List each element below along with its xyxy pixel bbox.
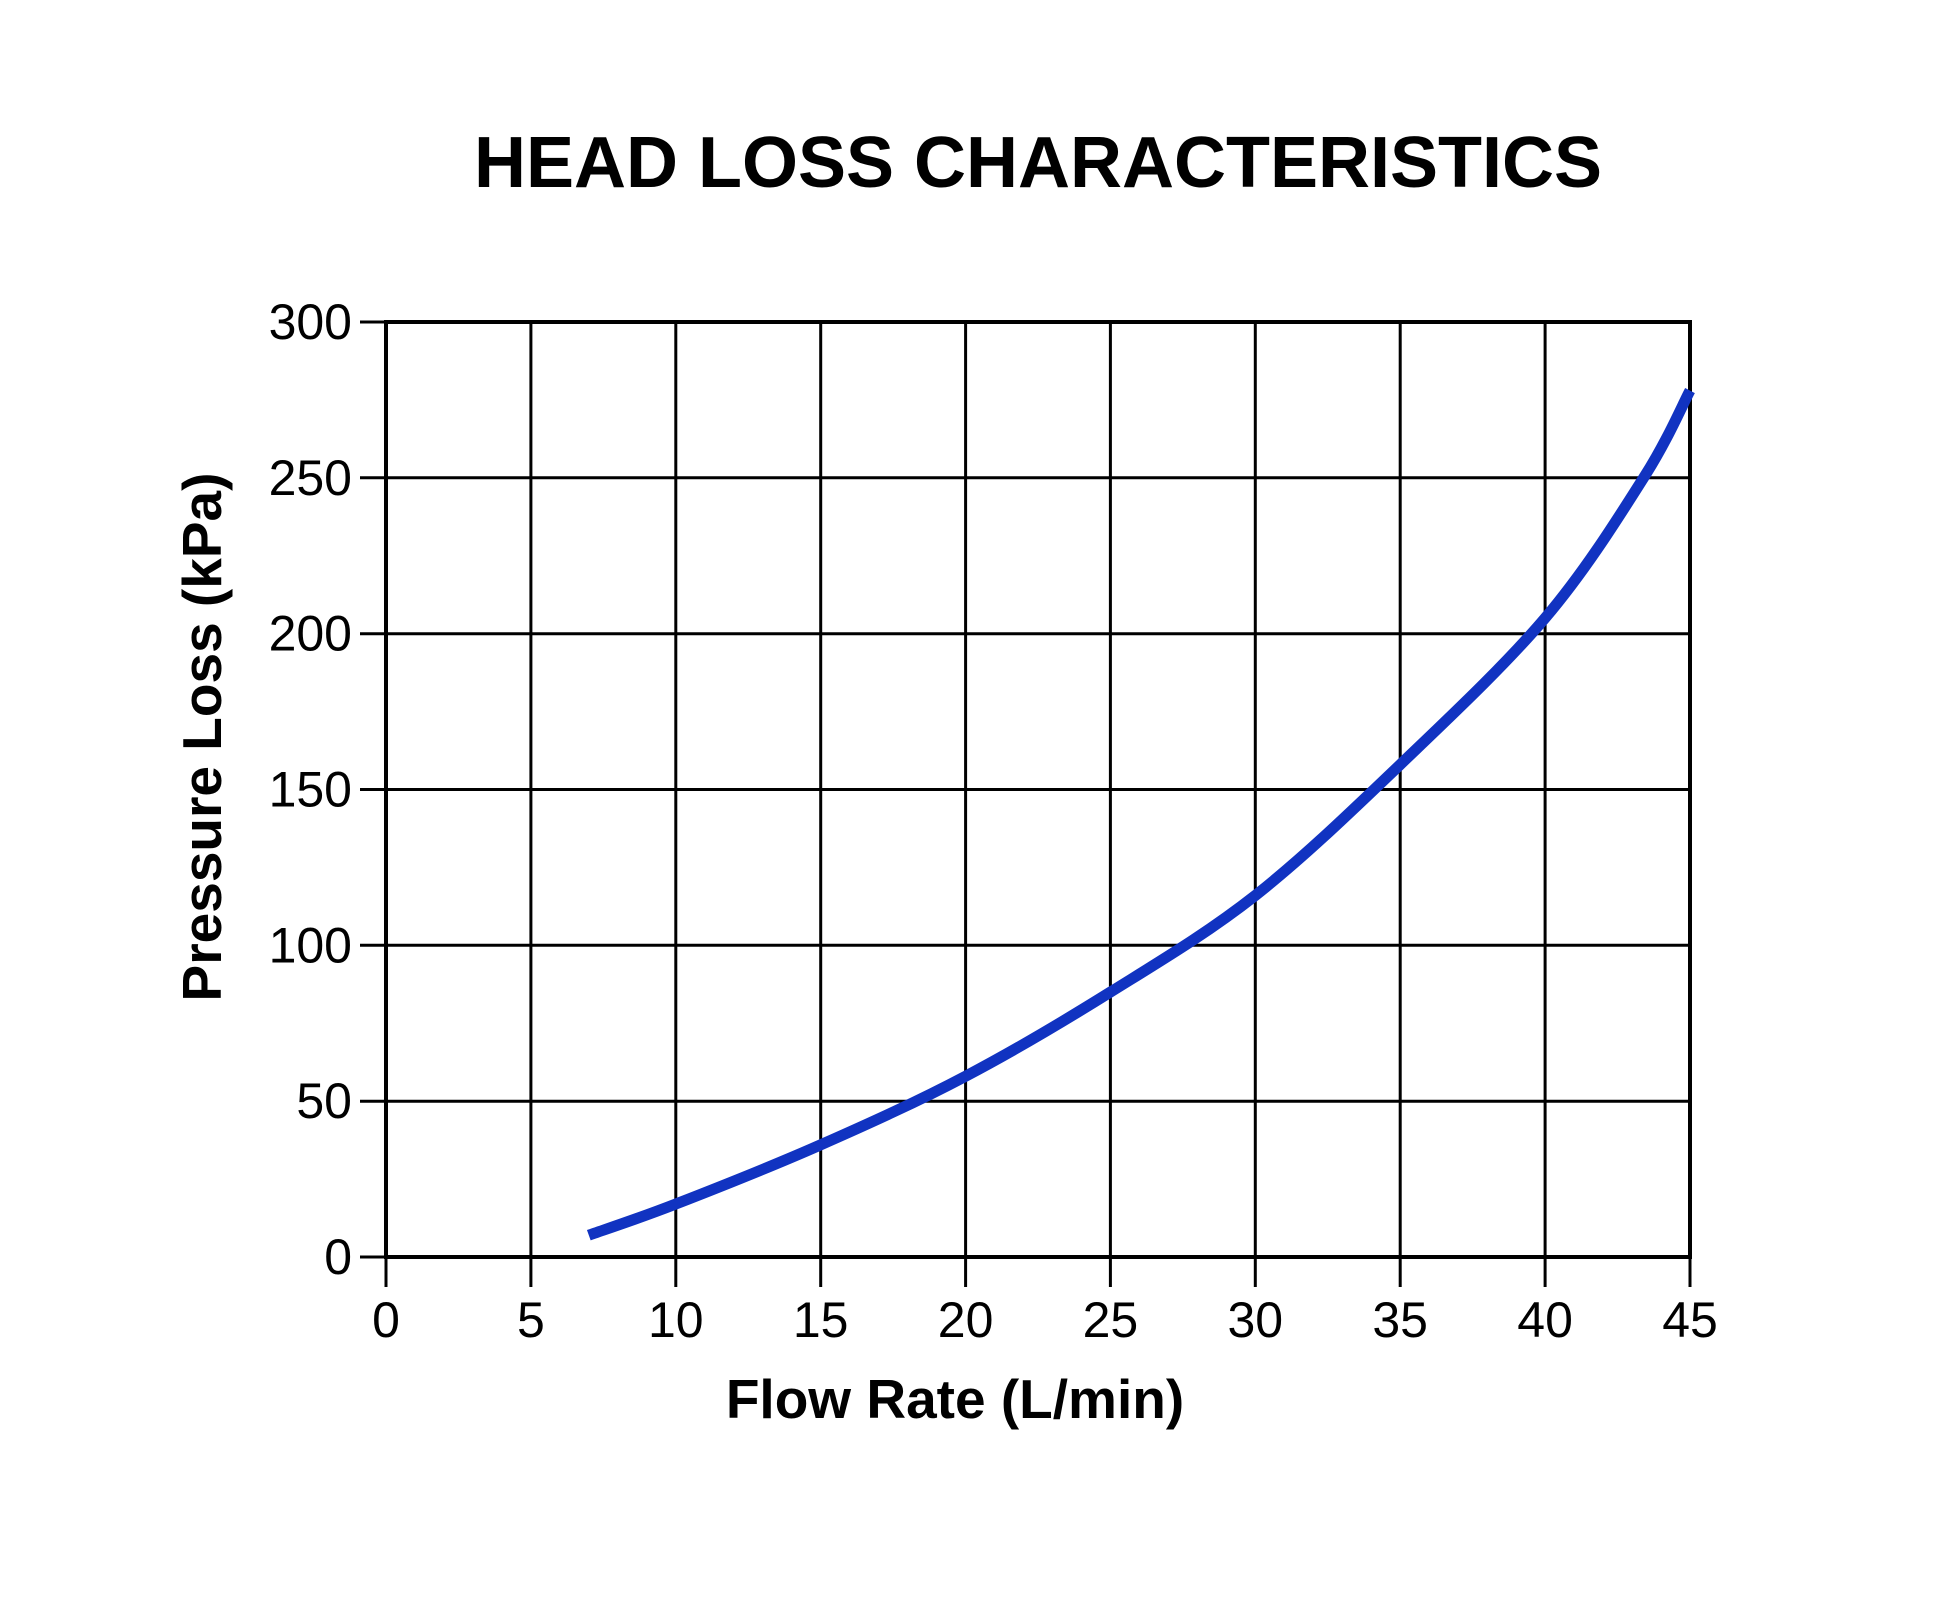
- x-tick-label: 10: [648, 1292, 704, 1348]
- y-tick-label: 0: [324, 1229, 352, 1285]
- y-tick-label: 100: [269, 917, 352, 973]
- x-tick-label: 15: [793, 1292, 849, 1348]
- x-tick-label: 5: [517, 1292, 545, 1348]
- y-tick-label: 200: [269, 606, 352, 662]
- head-loss-curve: [586, 388, 1695, 1241]
- x-tick-label: 30: [1227, 1292, 1283, 1348]
- x-tick-label: 20: [938, 1292, 994, 1348]
- x-tick-label: 45: [1662, 1292, 1718, 1348]
- y-tick-label: 300: [269, 294, 352, 350]
- x-tick-label: 25: [1083, 1292, 1139, 1348]
- y-tick-label: 50: [296, 1073, 352, 1129]
- y-tick-label: 150: [269, 762, 352, 818]
- y-tick-label: 250: [269, 450, 352, 506]
- x-tick-label: 0: [372, 1292, 400, 1348]
- chart-title: HEAD LOSS CHARACTERISTICS: [473, 123, 1603, 203]
- x-tick-label: 35: [1372, 1292, 1428, 1348]
- x-axis-title: Flow Rate (L/min): [725, 1368, 1185, 1430]
- x-tick-label: 40: [1517, 1292, 1573, 1348]
